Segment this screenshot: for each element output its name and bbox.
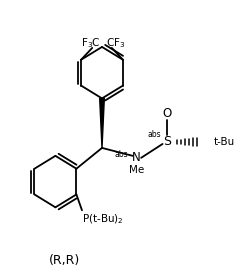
Polygon shape bbox=[100, 98, 104, 148]
Text: (R,R): (R,R) bbox=[49, 254, 80, 267]
Text: S: S bbox=[163, 136, 171, 148]
Text: N: N bbox=[132, 151, 141, 164]
Text: abs: abs bbox=[147, 129, 161, 139]
Text: CF$_3$: CF$_3$ bbox=[106, 36, 126, 50]
Text: t-Bu: t-Bu bbox=[214, 137, 235, 147]
Text: O: O bbox=[163, 107, 172, 120]
Text: Me: Me bbox=[129, 165, 144, 175]
Text: P(t-Bu)$_2$: P(t-Bu)$_2$ bbox=[82, 212, 123, 226]
Text: abs: abs bbox=[114, 150, 128, 159]
Text: F$_3$C: F$_3$C bbox=[81, 36, 101, 50]
